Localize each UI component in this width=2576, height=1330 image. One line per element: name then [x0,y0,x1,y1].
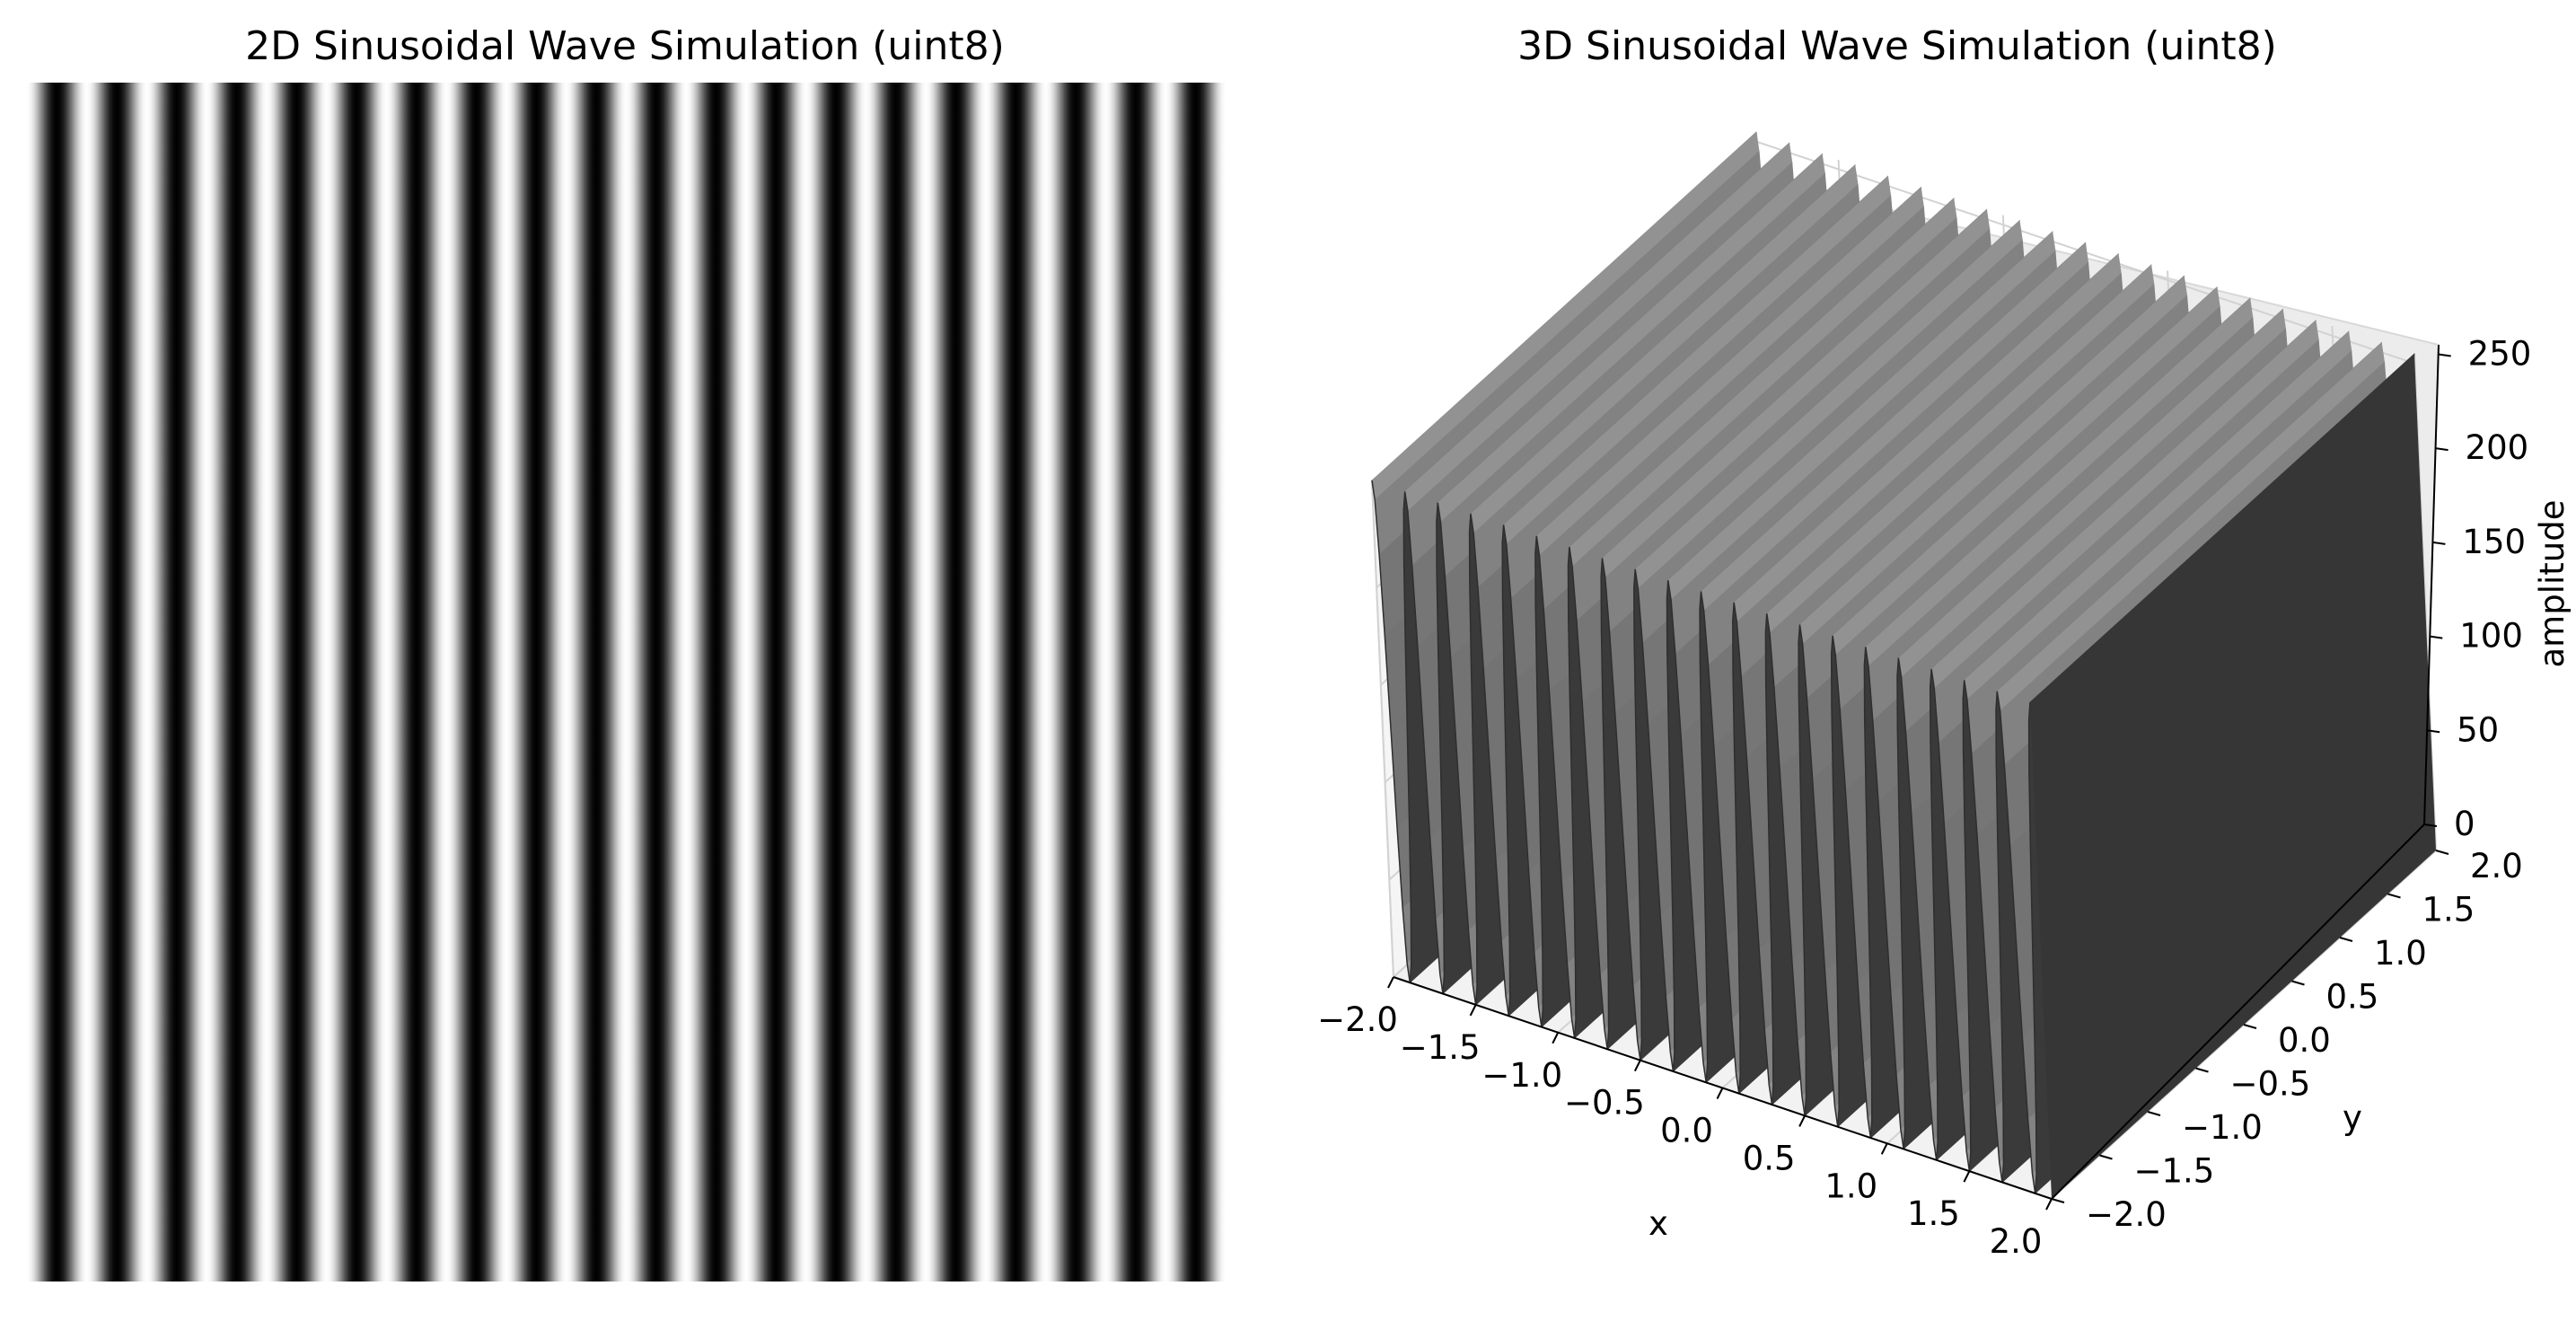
panel-2d: 2D Sinusoidal Wave Simulation (uint8) [27,23,1226,1282]
x-tick-label: 1.5 [1907,1194,1960,1233]
y-axis-line [2051,824,2425,1200]
panel-3d: 3D Sinusoidal Wave Simulation (uint8) −2… [1317,23,2572,1261]
x-tick-mark [1633,1060,1641,1072]
x-tick-label: −2.0 [1317,1000,1398,1039]
x-ticks: −2.0−1.5−1.0−0.5 0.0 0.5 1.0 1.5 2.0 [1317,976,2053,1261]
y-tick-label: 1.0 [2374,934,2427,973]
x-tick-mark [1716,1088,1724,1099]
z-tick-label: 50 [2457,710,2499,749]
z-tick-label: 0 [2454,805,2475,843]
x-tick-mark [1469,1004,1477,1017]
y-tick-label: −2.0 [2086,1195,2167,1234]
x-tick-mark [1552,1032,1560,1044]
y-tick-label: 0.0 [2278,1021,2331,1060]
z-tick-mark [2432,541,2446,545]
y-tick-mark [2243,1024,2257,1029]
y-tick-mark [2387,893,2401,899]
x-tick-label: 0.0 [1660,1112,1713,1150]
x-tick-label: 1.0 [1824,1167,1877,1205]
z-tick-mark [2438,353,2451,357]
y-tick-label: 2.0 [2470,847,2523,885]
z-tick-label: 250 [2468,334,2532,373]
x-tick-mark [1798,1114,1807,1127]
x-tick-label: 2.0 [1990,1222,2043,1261]
z-axis-label: amplitude [2533,500,2572,668]
z-tick-mark [2430,635,2443,639]
chart-title-2d: 2D Sinusoidal Wave Simulation (uint8) [245,23,1005,69]
z-tick-label: 150 [2462,523,2526,561]
y-tick-label: −1.0 [2182,1108,2263,1147]
z-tick-mark [2426,729,2440,734]
y-tick-mark [2051,1198,2065,1203]
x-axis-label: x [1648,1204,1668,1243]
z-tick-mark [2435,447,2449,452]
y-tick-mark [2339,937,2353,942]
y-tick-mark [2435,850,2449,855]
surface-side [2030,354,2436,1199]
surface-front-edge [1371,480,2037,1193]
heatmap-image [27,83,1226,1282]
z-ticks: 0 50 100 150 200 250 [2423,334,2532,843]
y-tick-label: −1.5 [2134,1152,2215,1191]
y-tick-mark [2195,1067,2209,1073]
y-tick-label: 1.5 [2422,891,2475,929]
z-tick-label: 200 [2466,428,2529,467]
x-tick-mark [1963,1170,1971,1183]
y-ticks: −2.0 −1.5 −1.0 −0.5 0.0 0.5 1.0 1.5 2.0 [2051,847,2523,1234]
z-axis-line [2423,344,2440,825]
x-tick-mark [1387,976,1394,989]
y-tick-label: −0.5 [2230,1065,2311,1104]
z-tick-label: 100 [2459,617,2523,656]
x-tick-label: 0.5 [1743,1139,1796,1177]
x-tick-label: −1.5 [1400,1028,1481,1067]
x-tick-mark [2045,1198,2053,1211]
y-tick-label: 0.5 [2326,978,2379,1017]
y-tick-mark [2099,1154,2113,1160]
y-tick-mark [2147,1111,2161,1116]
surface [1371,131,2436,1199]
chart-title-3d: 3D Sinusoidal Wave Simulation (uint8) [1517,23,2277,69]
y-axis-label: y [2343,1098,2362,1137]
x-tick-mark [1880,1142,1888,1155]
x-tick-label: −1.0 [1481,1056,1562,1095]
x-tick-label: −0.5 [1564,1084,1645,1123]
y-tick-mark [2291,980,2305,986]
z-tick-mark [2423,824,2438,827]
